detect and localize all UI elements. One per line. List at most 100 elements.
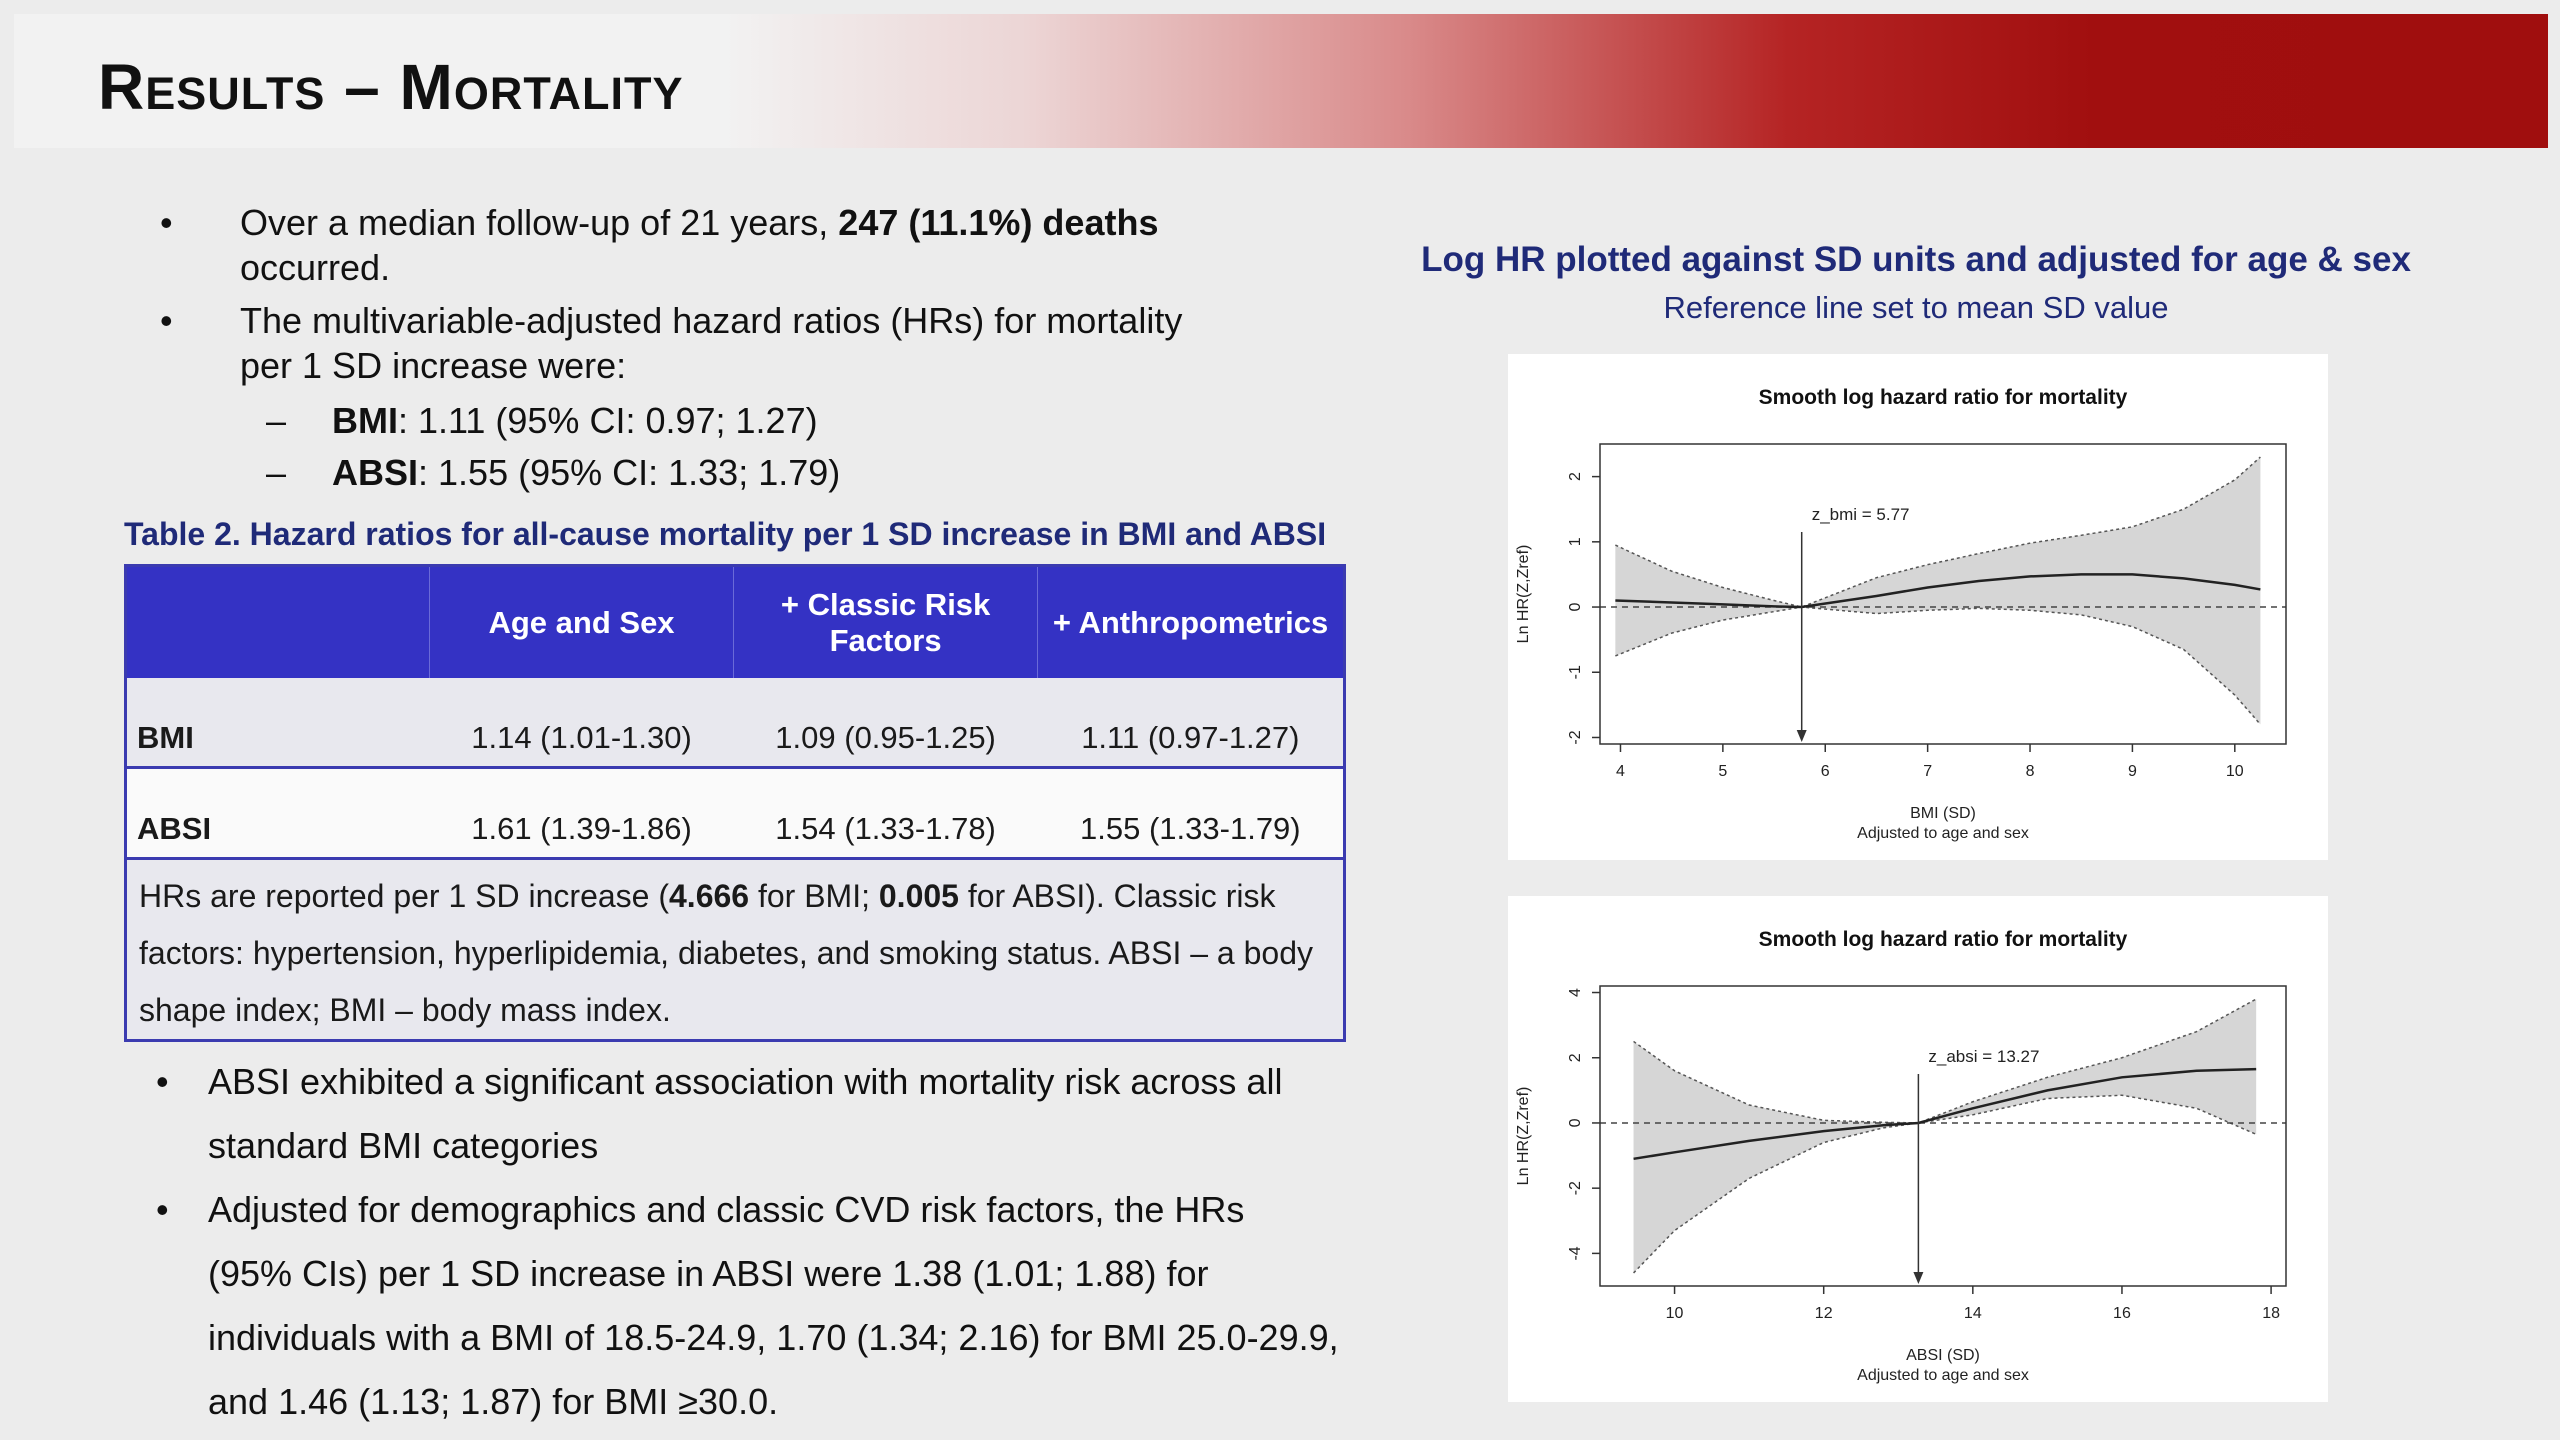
table-header-anthropometrics: + Anthropometrics [1037,565,1345,678]
sub-bullet-absi: – ABSI: 1.55 (95% CI: 1.33; 1.79) [266,450,1166,498]
y-tick-label: -1 [1567,665,1584,679]
reference-arrow-head [1796,730,1807,742]
bullet-followup-text: Over a median follow-up of 21 years, [240,202,839,243]
x-tick-label: 14 [1964,1305,1982,1322]
y-tick-label: -2 [1567,1181,1584,1195]
y-tick-label: 0 [1567,1118,1584,1127]
bullet-absi-line1: ABSI exhibited a significant association… [208,1061,1283,1102]
right-panel-subtitle: Reference line set to mean SD value [1663,290,2169,325]
bullet-adjusted-hrs: • Adjusted for demographics and classic … [156,1178,1396,1434]
chart-absi: z_absi = 13.27 Smooth log hazard ratio fo… [1515,928,2287,1384]
table-row: ABSI 1.61 (1.39-1.86) 1.54 (1.33-1.78) 1… [125,767,1345,859]
x-tick-label: 16 [2113,1305,2131,1322]
lower-ci-line [1615,606,2261,725]
deaths-count: 247 (11.1%) deaths [838,202,1159,243]
bullet-marker: • [156,1061,169,1102]
bullet-followup-line2: occurred. [240,247,391,288]
x-axis-sublabel: Adjusted to age and sex [1857,1367,2029,1384]
slide-title: Results – Mortality [98,51,684,123]
sub-bmi-value: : 1.11 (95% CI: 0.97; 1.27) [398,400,818,441]
bullet-adj-line2: (95% CIs) per 1 SD increase in ABSI were… [208,1253,1209,1294]
table-note: HRs are reported per 1 SD increase (4.66… [125,857,1345,1041]
note-text-1: HRs are reported per 1 SD increase ( [139,878,669,914]
bullet-marker: • [160,300,173,341]
row-label-bmi: BMI [125,678,430,769]
bullet-adj-line3: individuals with a BMI of 18.5-24.9, 1.7… [208,1317,1339,1358]
y-tick-label: 2 [1567,472,1584,481]
chart-absi-panel: z_absi = 13.27 Smooth log hazard ratio fo… [1508,896,2328,1402]
note-absi-sd: 0.005 [878,878,959,914]
x-axis-sublabel: Adjusted to age and sex [1857,825,2029,842]
y-axis-label: Ln HR(Z,Zref) [1515,1087,1532,1186]
y-tick-label: -4 [1567,1246,1584,1260]
lower-ci-line [1633,1094,2257,1274]
bullet-marker: • [156,1189,169,1230]
bullet-hr-line1: The multivariable-adjusted hazard ratios… [240,300,1183,341]
y-tick-label: 4 [1567,988,1584,997]
note-bmi-sd: 4.666 [669,878,750,914]
chart-bmi: z_bmi = 5.77 Smooth log hazard ratio for … [1515,386,2287,842]
note-text-3: for ABSI). Classic risk factors: hyperte… [139,878,1313,1028]
table-header-classic-risk: + Classic Risk Factors [733,565,1038,678]
row-label-absi: ABSI [125,767,430,859]
y-tick-label: -2 [1567,730,1584,744]
x-tick-label: 10 [1666,1305,1684,1322]
table-header-blank [125,565,430,678]
bullet-followup: • Over a median follow-up of 21 years, 2… [160,200,1320,295]
fit-line [1615,573,2261,609]
chart-title: Smooth log hazard ratio for mortality [1759,386,2128,409]
x-tick-label: 5 [1718,763,1727,780]
dash-marker: – [266,452,287,493]
table-cell: 1.14 (1.01-1.30) [429,678,734,769]
x-tick-label: 18 [2262,1305,2280,1322]
y-tick-label: 0 [1567,602,1584,611]
table-header-age-sex: Age and Sex [428,565,734,678]
table-cell: 1.55 (1.33-1.79) [1037,767,1345,859]
table-cell: 1.61 (1.39-1.86) [429,767,734,859]
y-tick-label: 1 [1567,537,1584,546]
x-tick-label: 12 [1815,1305,1833,1322]
table-cell: 1.09 (0.95-1.25) [733,678,1038,769]
bullet-adj-line4: and 1.46 (1.13; 1.87) for BMI ≥30.0. [208,1381,779,1422]
x-tick-label: 8 [2026,763,2035,780]
bullet-hazard-ratios: • The multivariable-adjusted hazard rati… [160,298,1320,393]
x-tick-label: 4 [1616,763,1625,780]
confidence-band [1633,999,2257,1273]
x-tick-label: 9 [2128,763,2137,780]
reference-label: z_bmi = 5.77 [1812,505,1910,524]
chart-bmi-panel: z_bmi = 5.77 Smooth log hazard ratio for … [1508,354,2328,860]
x-tick-label: 7 [1923,763,1932,780]
table-cell: 1.11 (0.97-1.27) [1037,678,1345,769]
bullet-absi-categories: • ABSI exhibited a significant associati… [156,1050,1356,1178]
table-header-row: Age and Sex + Classic Risk Factors + Ant… [125,565,1345,678]
bullet-hr-line2: per 1 SD increase were: [240,345,627,386]
bullet-absi-line2: standard BMI categories [208,1125,599,1166]
table-caption: Table 2. Hazard ratios for all-cause mor… [124,516,1327,552]
x-axis-label: ABSI (SD) [1906,1347,1980,1364]
bullet-adj-line1: Adjusted for demographics and classic CV… [208,1189,1245,1230]
reference-arrow-head [1913,1272,1924,1284]
plot-frame [1599,985,2287,1287]
y-axis-label: Ln HR(Z,Zref) [1515,545,1532,644]
upper-ci-line [1615,456,2261,608]
x-axis-label: BMI (SD) [1910,805,1976,822]
x-tick-label: 6 [1821,763,1830,780]
dash-marker: – [266,400,287,441]
sub-absi-label: ABSI [332,452,419,493]
sub-bmi-label: BMI [332,400,398,441]
table-note-row: HRs are reported per 1 SD increase (4.66… [125,857,1345,1041]
x-tick-label: 10 [2226,763,2244,780]
table-row: BMI 1.14 (1.01-1.30) 1.09 (0.95-1.25) 1.… [125,678,1345,769]
note-text-2: for BMI; [749,878,879,914]
plot-frame [1599,443,2287,745]
y-tick-label: 2 [1567,1053,1584,1062]
hazard-ratio-table: Age and Sex + Classic Risk Factors + Ant… [124,564,1346,1042]
header-banner [14,14,2548,148]
confidence-band [1615,457,2261,725]
sub-absi-value: : 1.55 (95% CI: 1.33; 1.79) [418,452,841,493]
sub-bullet-bmi: – BMI: 1.11 (95% CI: 0.97; 1.27) [266,398,1166,446]
table-cell: 1.54 (1.33-1.78) [733,767,1038,859]
reference-label: z_absi = 13.27 [1928,1047,2039,1066]
chart-title: Smooth log hazard ratio for mortality [1759,928,2128,951]
right-panel-title: Log HR plotted against SD units and adju… [1421,240,2411,279]
